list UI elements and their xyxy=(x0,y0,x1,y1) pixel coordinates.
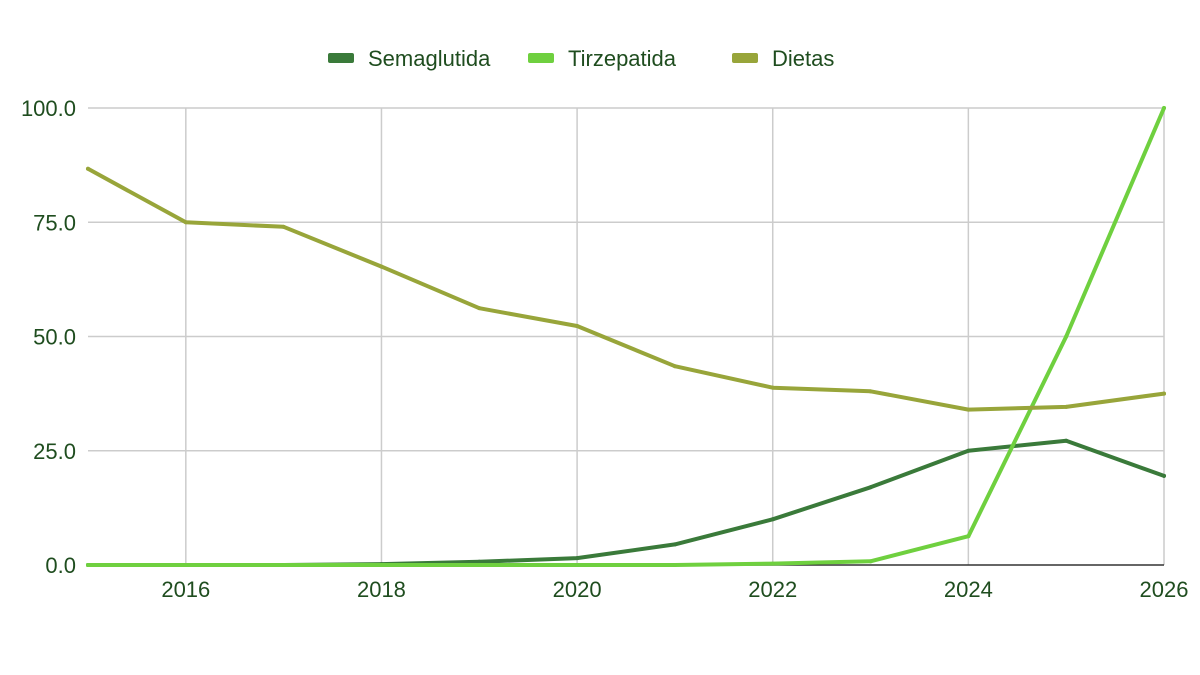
data-point-dietas xyxy=(868,389,873,394)
y-tick-label: 100.0 xyxy=(21,96,76,121)
data-point-dietas xyxy=(183,220,188,225)
data-point-dietas xyxy=(86,166,90,171)
data-point-semaglutida xyxy=(966,448,971,453)
data-point-dietas xyxy=(966,407,971,412)
data-point-dietas xyxy=(672,364,677,369)
legend: Semaglutida Tirzepatida Dietas xyxy=(328,46,834,71)
series-line-tirzepatida xyxy=(86,106,1166,567)
data-point-semaglutida xyxy=(672,542,677,547)
data-point-semaglutida xyxy=(477,559,482,564)
legend-label: Dietas xyxy=(772,46,834,71)
data-point-tirzepatida xyxy=(1064,334,1069,339)
data-point-dietas xyxy=(477,306,482,311)
x-tick-label: 2018 xyxy=(357,577,406,602)
legend-swatch xyxy=(328,53,354,63)
data-point-semaglutida xyxy=(1162,473,1166,478)
legend-swatch xyxy=(528,53,554,63)
x-tick-label: 2016 xyxy=(161,577,210,602)
data-point-semaglutida xyxy=(770,517,775,522)
data-point-tirzepatida xyxy=(477,563,482,567)
data-point-tirzepatida xyxy=(281,563,286,567)
data-point-tirzepatida xyxy=(966,534,971,539)
x-tick-label: 2024 xyxy=(944,577,993,602)
data-point-tirzepatida xyxy=(672,563,677,567)
x-tick-label: 2022 xyxy=(748,577,797,602)
data-point-tirzepatida xyxy=(770,561,775,566)
data-point-dietas xyxy=(575,323,580,328)
data-point-tirzepatida xyxy=(868,559,873,564)
y-tick-label: 25.0 xyxy=(33,439,76,464)
legend-label: Semaglutida xyxy=(368,46,491,71)
x-tick-label: 2020 xyxy=(553,577,602,602)
data-point-dietas xyxy=(379,264,384,269)
y-tick-label: 0.0 xyxy=(45,553,76,578)
data-point-semaglutida xyxy=(868,485,873,490)
data-point-tirzepatida xyxy=(183,563,188,567)
y-tick-label: 75.0 xyxy=(33,210,76,235)
legend-swatch xyxy=(732,53,758,63)
data-point-tirzepatida xyxy=(379,563,384,567)
legend-label: Tirzepatida xyxy=(568,46,677,71)
grid xyxy=(88,107,1165,565)
data-point-dietas xyxy=(1162,391,1166,396)
axes: 0.0 25.0 50.0 75.0 100.0 2016 2018 2020 2022 2024… xyxy=(21,96,1189,602)
series-line-semaglutida xyxy=(86,438,1166,567)
series-lines xyxy=(86,106,1166,567)
x-tick-label: 2026 xyxy=(1140,577,1189,602)
data-point-dietas xyxy=(1064,404,1069,409)
data-point-dietas xyxy=(281,224,286,229)
data-point-semaglutida xyxy=(575,556,580,561)
series-line-dietas xyxy=(86,166,1166,412)
data-point-tirzepatida xyxy=(86,563,90,567)
y-tick-label: 50.0 xyxy=(33,325,76,350)
data-point-dietas xyxy=(770,385,775,390)
data-point-semaglutida xyxy=(1064,438,1069,443)
data-point-tirzepatida xyxy=(1162,106,1166,110)
data-point-tirzepatida xyxy=(575,563,580,567)
